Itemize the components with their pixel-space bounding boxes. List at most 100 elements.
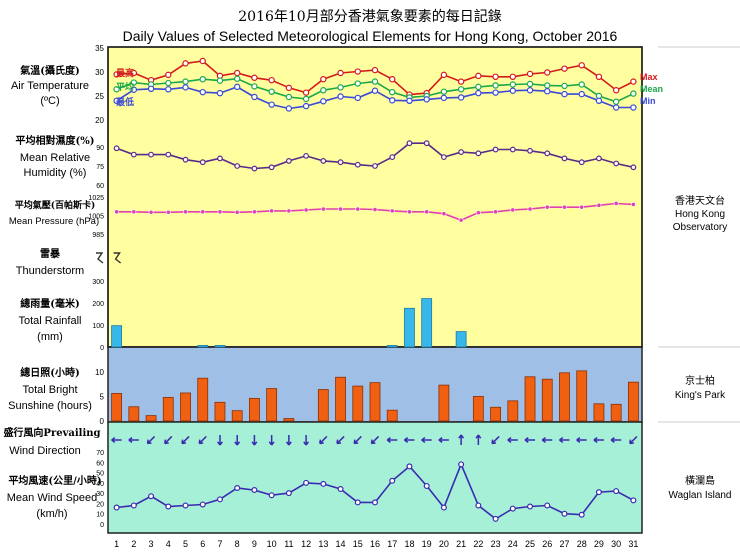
wind-direction-arrow xyxy=(491,435,500,445)
x-tick-label: 8 xyxy=(235,539,240,549)
sunshine-bar xyxy=(180,392,191,422)
sunshine-bar xyxy=(541,378,553,422)
x-tick-label: 5 xyxy=(183,539,188,549)
y-tick-label: 90 xyxy=(96,145,104,152)
wind-direction-arrow xyxy=(353,435,362,445)
pressure-point xyxy=(527,206,533,212)
temp-min-point xyxy=(130,86,138,93)
y-tick-label: 200 xyxy=(92,301,104,308)
sunshine-bar xyxy=(559,372,570,422)
temp-mean-point xyxy=(182,78,189,85)
y-tick-label: 20 xyxy=(96,501,104,508)
wind-direction-arrowhead xyxy=(234,441,241,446)
temp-min-point xyxy=(268,101,275,108)
y-tick-label: 25 xyxy=(95,92,104,101)
pressure-point xyxy=(562,204,567,210)
wind-direction-arrowhead xyxy=(268,441,275,446)
temp-max-point xyxy=(233,69,241,77)
x-tick-label: 29 xyxy=(594,539,604,549)
wind-direction-arrowhead xyxy=(458,434,465,439)
wind-direction-arrowhead xyxy=(128,437,133,443)
temp-max-point xyxy=(612,87,620,94)
temp-mean-point xyxy=(251,83,258,90)
sunshine-bar xyxy=(593,403,605,422)
humidity-point xyxy=(113,145,120,152)
wind-direction-arrowhead xyxy=(559,437,564,443)
humidity-point xyxy=(406,140,413,147)
temp-min-point xyxy=(251,93,258,101)
wind-direction-arrowhead xyxy=(336,439,342,445)
rainfall-bar xyxy=(111,325,123,348)
temp-max-point xyxy=(251,74,258,81)
wind-speed-point xyxy=(527,503,534,510)
sunshine-bar xyxy=(386,409,398,422)
temp-mean-point xyxy=(371,78,379,85)
temp-min-point xyxy=(406,97,413,105)
temp-min-point xyxy=(423,96,430,103)
temp-mean-point xyxy=(130,79,138,86)
humidity-point xyxy=(182,156,189,163)
x-tick-label: 27 xyxy=(559,539,569,549)
wind-direction-arrowhead xyxy=(491,439,497,445)
pressure-point xyxy=(407,209,412,215)
wind-speed-point xyxy=(303,479,310,486)
wind-direction-arrow xyxy=(146,435,156,445)
legend-max-zh: 最高 xyxy=(116,67,134,79)
pressure-point xyxy=(269,208,275,214)
wind-direction-arrowhead xyxy=(111,437,116,443)
rainfall-bar xyxy=(197,345,209,348)
wind-speed-point xyxy=(148,493,155,500)
wind-direction-arrowhead xyxy=(629,439,634,445)
thunderstorm-label-zh: 雷暴 xyxy=(40,247,61,260)
chart-title-en: Daily Values of Selected Meteorological … xyxy=(123,28,618,44)
wind-speed-point xyxy=(475,502,482,509)
x-tick-label: 2 xyxy=(131,539,136,549)
temp-max-point xyxy=(544,69,551,76)
sunshine-bar xyxy=(283,418,295,422)
wind-speed-point xyxy=(216,496,223,503)
x-tick-label: 4 xyxy=(166,539,171,549)
wind-speed-label-zh: 平均風速(公里/小時) xyxy=(8,474,101,487)
sunshine-bar xyxy=(472,396,484,422)
sunshine-bar xyxy=(627,381,639,422)
wind-direction-arrowhead xyxy=(507,437,512,443)
temp-min-point xyxy=(354,94,361,102)
wind-direction-arrowhead xyxy=(251,441,258,446)
temp-mean-point xyxy=(630,90,637,97)
humidity-point xyxy=(509,146,516,153)
wind-speed-label-en: Mean Wind Speed xyxy=(7,492,98,504)
sunshine-bar xyxy=(162,396,174,422)
wind-direction-arrowhead xyxy=(524,437,529,443)
wind-direction-arrowhead xyxy=(285,441,292,446)
wind-direction-arrowhead xyxy=(610,437,615,443)
x-tick-label: 17 xyxy=(387,539,397,549)
x-tick-label: 9 xyxy=(252,539,257,549)
wind-speed-point xyxy=(234,485,241,492)
pressure-point xyxy=(355,206,361,212)
temp-max-point xyxy=(457,78,465,85)
temp-mean-point xyxy=(199,75,206,83)
temp-min-point xyxy=(389,97,396,104)
sunshine-bar xyxy=(231,410,243,422)
x-tick-label: 3 xyxy=(149,539,154,549)
pressure-point xyxy=(338,206,343,212)
wind-direction-arrowhead xyxy=(319,439,324,445)
temp-min-point xyxy=(595,97,603,105)
humidity-label-unit: Humidity (%) xyxy=(24,167,87,179)
y-tick-label: 0 xyxy=(100,345,104,352)
rainfall-bar xyxy=(386,345,398,348)
pressure-point xyxy=(286,208,292,214)
pressure-point xyxy=(200,209,206,215)
temp-max-point xyxy=(371,66,379,74)
wind-direction-arrowhead xyxy=(438,437,443,443)
x-tick-label: 28 xyxy=(577,539,587,549)
wind-speed-point xyxy=(130,502,137,509)
wind-direction-arrowhead xyxy=(370,439,376,445)
pressure-point xyxy=(217,209,223,215)
wind-direction-arrowhead xyxy=(303,441,310,446)
y-tick-label: 300 xyxy=(92,279,104,286)
sunshine-bar xyxy=(128,406,140,422)
temp-max-point xyxy=(440,71,448,79)
y-tick-label: 40 xyxy=(96,481,104,488)
station-hko-en1: Hong Kong xyxy=(675,209,725,220)
